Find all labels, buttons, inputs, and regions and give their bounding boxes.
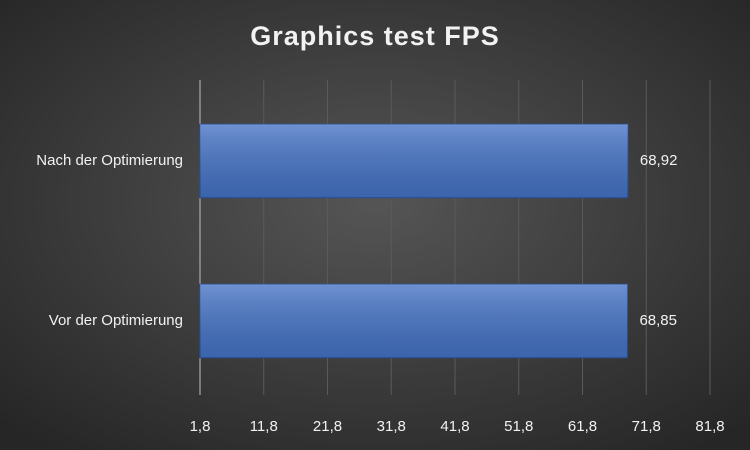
y-tick-label: Nach der Optimierung	[36, 152, 183, 169]
chart-title: Graphics test FPS	[250, 21, 500, 51]
x-tick-label: 71,8	[632, 418, 661, 435]
x-tick-label: 61,8	[568, 418, 597, 435]
x-tick-label: 1,8	[190, 418, 211, 435]
x-tick-label: 11,8	[250, 418, 278, 435]
x-tick-label: 81,8	[695, 418, 724, 435]
x-tick-label: 51,8	[504, 418, 533, 435]
x-tick-label: 41,8	[440, 418, 469, 435]
bar-sheen	[200, 284, 628, 358]
bar-sheen	[200, 124, 628, 198]
y-tick-label: Vor der Optimierung	[49, 312, 183, 329]
value-label: 68,92	[640, 152, 678, 169]
x-tick-label: 31,8	[377, 418, 406, 435]
x-tick-label: 21,8	[313, 418, 342, 435]
value-label: 68,85	[639, 312, 677, 329]
